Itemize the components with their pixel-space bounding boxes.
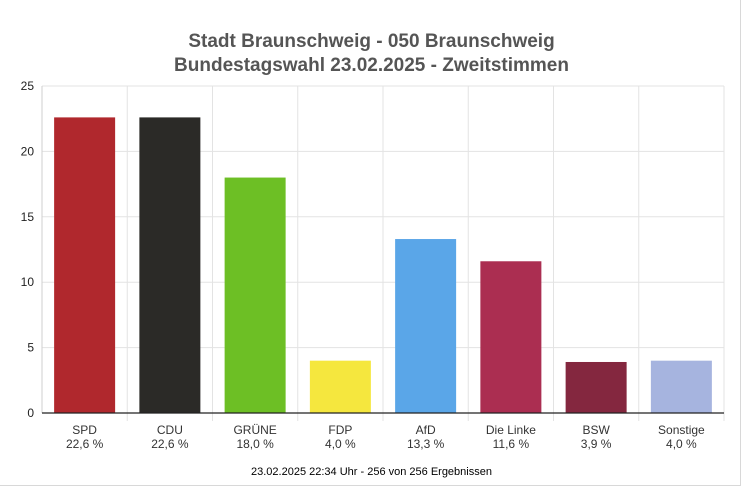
bar-fdp	[309, 360, 371, 413]
category-label: CDU	[157, 423, 183, 437]
value-label: 13,3 %	[407, 437, 445, 451]
bar-die-linke	[480, 261, 542, 413]
value-label: 4,0 %	[325, 437, 356, 451]
category-label: AfD	[416, 423, 436, 437]
y-tick-label: 5	[27, 341, 34, 355]
bar-afd	[395, 239, 457, 413]
bar-spd	[54, 117, 116, 413]
category-label: SPD	[72, 423, 97, 437]
category-label: Die Linke	[486, 423, 536, 437]
y-tick-label: 25	[21, 79, 35, 93]
chart-title: Stadt Braunschweig - 050 Braunschweig	[188, 31, 555, 52]
y-tick-label: 0	[27, 406, 34, 420]
bar-sonstige	[650, 360, 712, 413]
value-label: 11,6 %	[493, 437, 530, 451]
category-label: GRÜNE	[233, 423, 276, 437]
value-label: 22,6 %	[66, 437, 104, 451]
value-label: 4,0 %	[666, 437, 697, 451]
category-label: BSW	[582, 423, 610, 437]
chart-subtitle: Bundestagswahl 23.02.2025 - Zweitstimmen	[174, 55, 569, 76]
category-label: Sonstige	[658, 423, 705, 437]
y-tick-label: 20	[21, 144, 35, 158]
results-status: 23.02.2025 22:34 Uhr - 256 von 256 Ergeb…	[251, 466, 492, 478]
y-tick-label: 15	[21, 210, 35, 224]
value-label: 3,9 %	[581, 437, 612, 451]
bar-bsw	[565, 361, 627, 413]
value-label: 18,0 %	[236, 437, 274, 451]
bar-grüne	[224, 177, 286, 413]
value-label: 22,6 %	[151, 437, 189, 451]
category-label: FDP	[328, 423, 352, 437]
y-tick-label: 10	[21, 275, 35, 289]
bar-cdu	[139, 117, 201, 413]
